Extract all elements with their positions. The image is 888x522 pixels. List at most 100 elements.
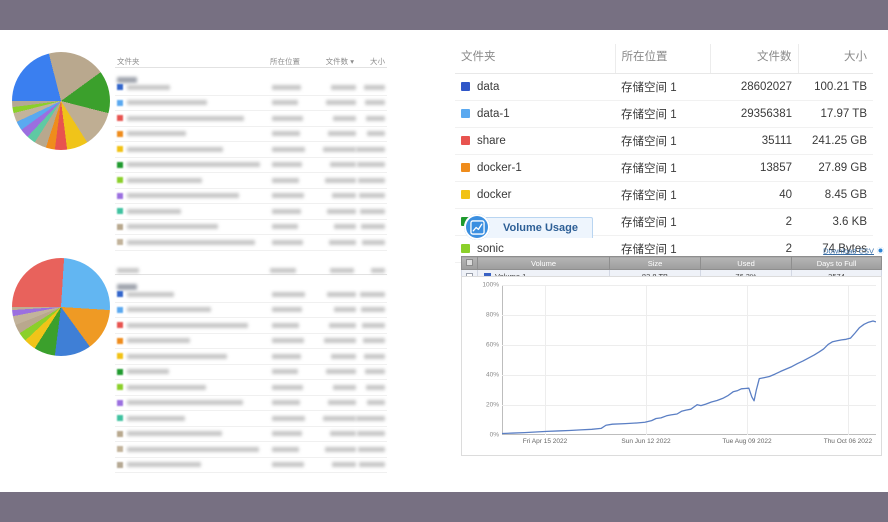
blurred-table-row[interactable] <box>115 456 387 474</box>
tab-volume-usage[interactable]: Volume Usage <box>482 216 593 238</box>
cell-file-count: 35111 <box>710 127 798 155</box>
th-days-to-full[interactable]: Days to Full <box>791 256 882 270</box>
blurred-table-row[interactable] <box>115 94 387 112</box>
blurred-table-row[interactable] <box>115 301 387 319</box>
th-vol-used[interactable]: Used <box>700 256 792 270</box>
table-row[interactable]: docker 存储空间 1 40 8.45 GB <box>455 181 873 209</box>
blurred-cell-size <box>356 233 387 251</box>
blurred-color-swatch-icon <box>117 208 123 215</box>
th-size[interactable]: 大小 <box>797 44 873 74</box>
blurred-table-row[interactable] <box>115 287 387 303</box>
blurred-table-row[interactable] <box>115 349 387 365</box>
download-csv-link[interactable]: Download CSV <box>823 246 874 256</box>
blurred-color-swatch-icon <box>117 399 123 406</box>
blurred-table-row[interactable] <box>115 204 387 220</box>
blurred-cell-count <box>318 456 356 474</box>
th-select-all[interactable] <box>461 256 478 270</box>
cell-size: 27.89 GB <box>798 154 873 182</box>
download-csv-row: Download CSV <box>455 242 888 256</box>
blurred-cell-count <box>318 218 356 236</box>
blurred-cell-location <box>272 425 318 443</box>
th-vol-size[interactable]: Size <box>609 256 701 270</box>
app-stage: 文件夹 所在位置 文件数 ▾ 大小 文件夹 所 <box>0 30 888 492</box>
cell-folder-name: share <box>455 127 615 155</box>
th-file-count[interactable]: 文件数 <box>709 44 798 74</box>
blurred-cell-count <box>318 156 356 174</box>
blurred-table-row[interactable] <box>115 411 387 427</box>
cell-size: 8.45 GB <box>798 181 873 209</box>
blurred-color-swatch-icon <box>117 322 123 329</box>
table-row[interactable]: data 存储空间 1 28602027 100.21 TB <box>455 73 873 101</box>
blurred-table-row[interactable] <box>115 125 387 143</box>
blurred-cell-size <box>356 440 387 458</box>
blurred-color-swatch-icon <box>117 306 123 313</box>
blurred-table-row[interactable] <box>115 111 387 127</box>
blurred-th-folder: 文件夹 <box>117 57 140 66</box>
cell-size: 3.6 KB <box>798 208 873 236</box>
blurred-cell-size <box>356 316 387 334</box>
chart-x-tick-label: Thu Oct 06 2022 <box>823 438 873 445</box>
blurred-color-swatch-icon <box>117 161 123 168</box>
blurred-table-row[interactable] <box>115 334 387 349</box>
blurred-cell-location <box>272 78 318 96</box>
blurred-cell-count <box>318 94 356 112</box>
table-row[interactable]: data-1 存储空间 1 29356381 17.97 TB <box>455 100 873 128</box>
blurred-cell-count <box>318 363 356 381</box>
th-volume[interactable]: Volume <box>477 256 610 270</box>
blurred-table-row[interactable] <box>115 173 387 189</box>
blurred-cell-size <box>356 125 387 143</box>
th-location[interactable]: 所在位置 <box>614 44 710 74</box>
blurred-cell-size <box>356 156 387 174</box>
blurred-th-filecount: 文件数 ▾ <box>325 57 354 66</box>
blurred-cell-size <box>356 301 387 319</box>
table-row[interactable]: share 存储空间 1 35111 241.25 GB <box>455 127 873 155</box>
blurred-cell-count <box>318 233 356 251</box>
th-folder[interactable]: 文件夹 <box>455 44 615 74</box>
blurred-cell-location <box>272 301 318 319</box>
folder-name: share <box>477 135 506 147</box>
blurred-table-row[interactable] <box>115 425 387 443</box>
blurred-table-row[interactable] <box>115 380 387 396</box>
chart-gridline-h <box>502 405 876 406</box>
cell-location: 存储空间 1 <box>615 181 710 209</box>
blurred-table-row[interactable] <box>115 363 387 381</box>
blurred-cell-size <box>356 456 387 474</box>
blurred-table-row[interactable] <box>115 235 387 251</box>
blurred-table-row[interactable] <box>115 394 387 412</box>
blurred-cell-size <box>356 285 387 303</box>
download-circle-icon[interactable] <box>877 247 884 255</box>
blurred-cell-name <box>127 456 272 474</box>
blurred-color-swatch-icon <box>117 384 123 391</box>
blurred-table-row[interactable] <box>115 156 387 174</box>
blurred-cell-name <box>127 202 272 220</box>
select-all-checkbox[interactable] <box>466 258 473 266</box>
blurred-table-row[interactable] <box>115 80 387 96</box>
blurred-cell-location <box>272 218 318 236</box>
blurred-cell-count <box>318 171 356 189</box>
blurred-table-row[interactable] <box>115 189 387 204</box>
blurred-cell-size <box>356 378 387 396</box>
right-panel: 文件夹 所在位置 文件数 大小 data 存储空间 1 28602027 100.21… <box>455 30 888 492</box>
blurred-cell-count <box>318 378 356 396</box>
blurred-cell-name <box>127 363 272 381</box>
blurred-cell-name <box>127 233 272 251</box>
chart-gridline-h <box>502 315 876 316</box>
blurred-color-swatch-icon <box>117 415 123 422</box>
table-row[interactable]: docker-1 存储空间 1 13857 27.89 GB <box>455 154 873 182</box>
blurred-cell-size <box>356 347 387 365</box>
blurred-table-row[interactable] <box>115 142 387 158</box>
blurred-color-swatch-icon <box>117 192 123 199</box>
chart-y-tick-label: 80% <box>485 311 499 319</box>
blurred-rows-bottom <box>115 287 387 473</box>
cell-size: 100.21 TB <box>798 73 873 101</box>
blurred-color-swatch-icon <box>117 430 123 437</box>
window-top-bar <box>0 0 888 30</box>
blurred-color-swatch-icon <box>117 146 123 153</box>
blurred-cell-size <box>356 394 387 412</box>
blurred-folder-table-top: 文件夹 所在位置 文件数 ▾ 大小 <box>115 48 387 251</box>
blurred-table-row[interactable] <box>115 218 387 236</box>
line-chart-icon <box>464 214 490 240</box>
blurred-table-row[interactable] <box>115 318 387 334</box>
blurred-cell-location <box>272 285 318 303</box>
blurred-table-row[interactable] <box>115 442 387 458</box>
